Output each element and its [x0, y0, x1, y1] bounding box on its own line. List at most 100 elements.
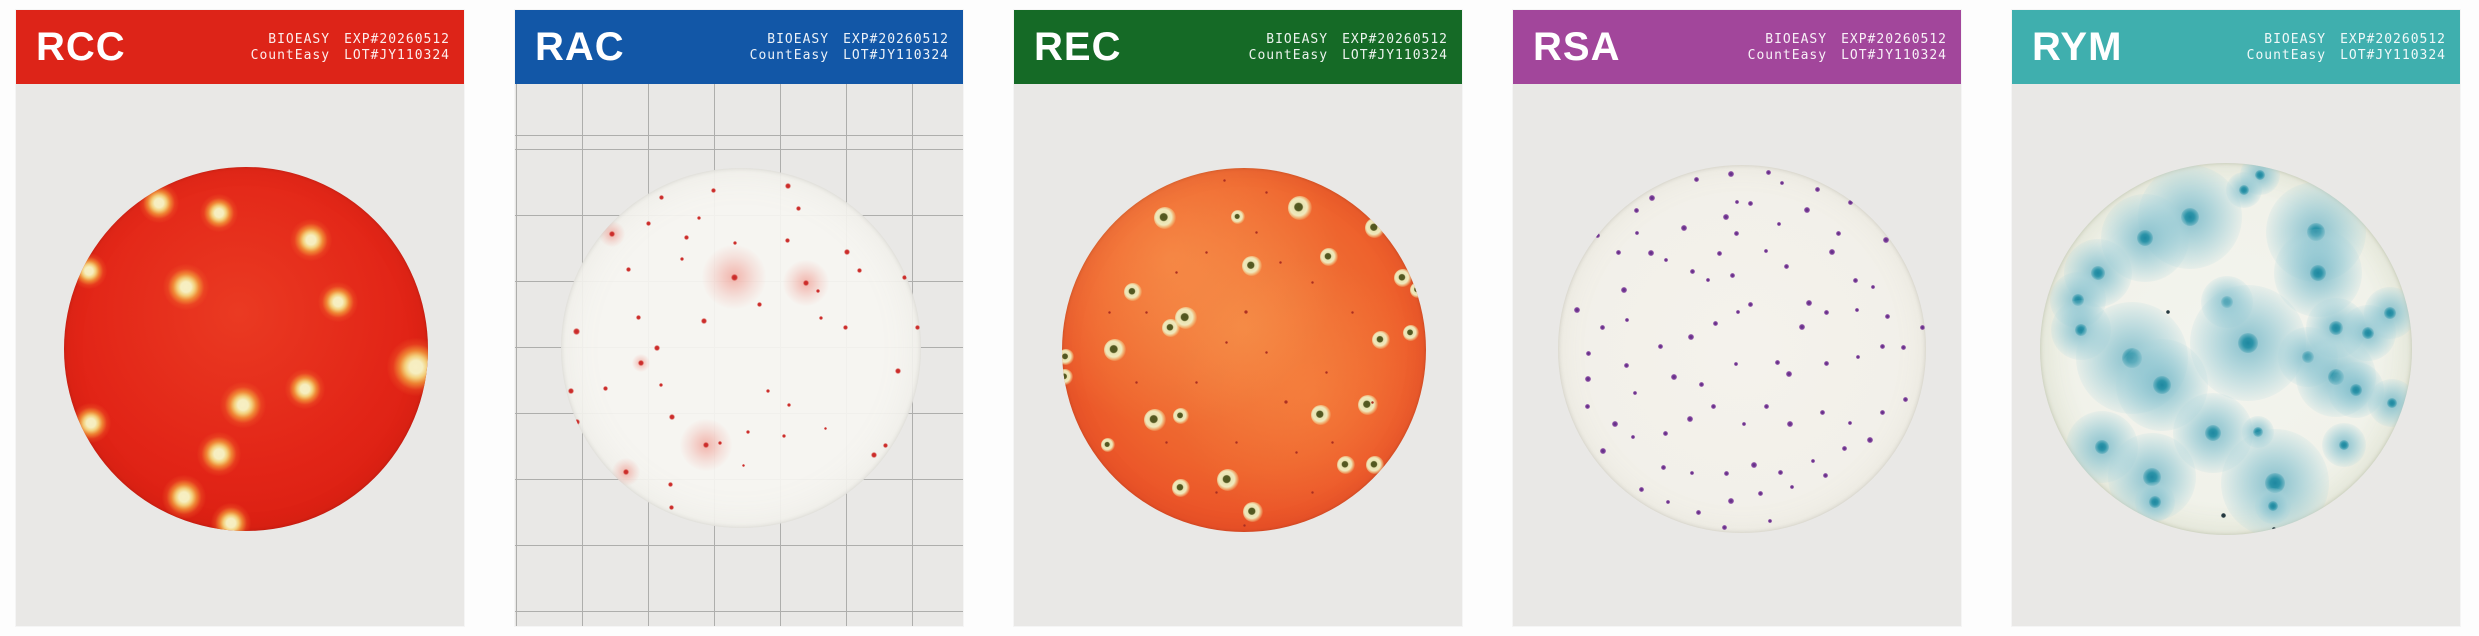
product-code: RSA: [1533, 25, 1621, 69]
colony: [1879, 343, 1885, 349]
test-card-rcc: RCC BIOEASY EXP#20260512 CountEasy LOT#J…: [16, 10, 464, 626]
colony: [1734, 362, 1738, 366]
colony: [1693, 176, 1699, 182]
colony: [1394, 269, 1412, 287]
colony: [1764, 249, 1768, 253]
colony: [1231, 210, 1245, 224]
brand-name: BIOEASY: [767, 31, 830, 47]
colony: [1747, 301, 1753, 307]
colony: [1288, 196, 1312, 220]
micro-colony: [1107, 310, 1111, 314]
colony: [1729, 272, 1735, 278]
colony: [1871, 285, 1875, 289]
colony: [856, 267, 862, 273]
colony: [1662, 430, 1668, 436]
colony: [1687, 416, 1693, 422]
label-info: BIOEASY EXP#20260512 CountEasy LOT#JY110…: [2247, 32, 2446, 63]
micro-colony: [1294, 450, 1298, 454]
product-code: RYM: [2032, 25, 2123, 69]
colony: [645, 220, 651, 226]
colony: [1742, 422, 1746, 426]
colony: [1883, 237, 1889, 243]
card-header: RSA BIOEASY EXP#20260512 CountEasy LOT#J…: [1513, 10, 1961, 84]
colony-center: [2153, 376, 2171, 394]
brand-name: BIOEASY: [2264, 31, 2327, 47]
colony: [823, 426, 827, 430]
colony: [1733, 230, 1739, 236]
colony: [1811, 459, 1815, 463]
micro-colony: [1174, 270, 1178, 274]
expiry-date: EXP#20260512: [1342, 31, 1448, 47]
colony-center: [2137, 230, 2153, 246]
colony: [1666, 500, 1670, 504]
colony: [1712, 320, 1718, 326]
colony: [1695, 509, 1701, 515]
colony: [710, 187, 716, 193]
colony: [1765, 169, 1771, 175]
expiry-date: EXP#20260512: [344, 31, 450, 47]
colony: [1790, 485, 1794, 489]
colony: [1688, 334, 1694, 340]
colony: [1829, 249, 1835, 255]
brand-name: BIOEASY: [268, 31, 331, 47]
colony: [1841, 445, 1847, 451]
colony: [914, 324, 920, 330]
colony: [1217, 469, 1239, 491]
colony: [766, 389, 770, 393]
lot-number: LOT#JY110324: [2340, 47, 2446, 63]
colony-center: [2310, 265, 2326, 281]
micro-colony: [1324, 370, 1328, 374]
colony: [819, 316, 823, 320]
colony: [1062, 369, 1073, 385]
colony-center: [2205, 425, 2221, 441]
colony: [1689, 268, 1695, 274]
colony: [1625, 318, 1629, 322]
lot-number: LOT#JY110324: [1342, 47, 1448, 63]
card-header: RAC BIOEASY EXP#20260512 CountEasy LOT#J…: [515, 10, 963, 84]
colony-center: [2387, 398, 2397, 408]
colony: [756, 301, 762, 307]
petri-dish: [561, 168, 921, 528]
micro-colony: [1264, 350, 1268, 354]
colony: [1823, 309, 1829, 315]
petri-dish: [1558, 165, 1926, 533]
card-header: REC BIOEASY EXP#20260512 CountEasy LOT#J…: [1014, 10, 1462, 84]
micro-colony: [1330, 440, 1334, 444]
colony: [703, 442, 709, 448]
colony: [1154, 207, 1176, 229]
label-info: BIOEASY EXP#20260512 CountEasy LOT#JY110…: [1249, 32, 1448, 63]
colony: [1635, 231, 1639, 235]
colony: [1124, 283, 1142, 301]
colony: [1574, 307, 1580, 313]
colony: [568, 388, 574, 394]
colony: [730, 273, 738, 281]
colony-center: [2339, 440, 2349, 450]
colony: [1623, 362, 1629, 368]
colony: [1721, 524, 1727, 530]
colony: [1698, 381, 1704, 387]
colony: [844, 249, 850, 255]
colony: [1594, 232, 1600, 238]
colony: [1780, 181, 1784, 185]
colony: [139, 183, 179, 223]
colony: [1372, 331, 1390, 349]
label-info: BIOEASY EXP#20260512 CountEasy LOT#JY110…: [750, 32, 949, 63]
colony: [1162, 319, 1180, 337]
colony: [1558, 274, 1563, 280]
colony: [1311, 405, 1331, 425]
colony: [882, 442, 888, 448]
colony: [718, 441, 722, 445]
product-code: REC: [1034, 25, 1122, 69]
colony: [1852, 277, 1858, 283]
colony: [1706, 278, 1710, 282]
micro-colony: [1164, 440, 1168, 444]
colony: [659, 383, 663, 387]
colony: [1723, 214, 1729, 220]
colony: [669, 414, 675, 420]
colony: [784, 237, 790, 243]
colony: [741, 463, 745, 467]
product-line: CountEasy: [250, 47, 331, 63]
colony-center: [2384, 307, 2396, 319]
colony: [1855, 308, 1859, 312]
